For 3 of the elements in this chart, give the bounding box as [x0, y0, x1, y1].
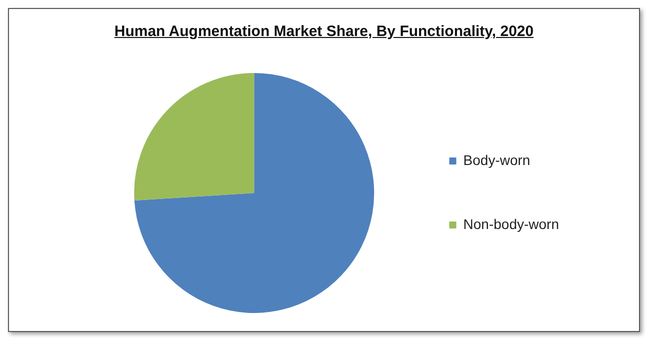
chart-title: Human Augmentation Market Share, By Functionality, 2020: [113, 22, 535, 42]
legend-label: Non-body-worn: [463, 216, 560, 232]
legend-label: Body-worn: [463, 152, 530, 168]
